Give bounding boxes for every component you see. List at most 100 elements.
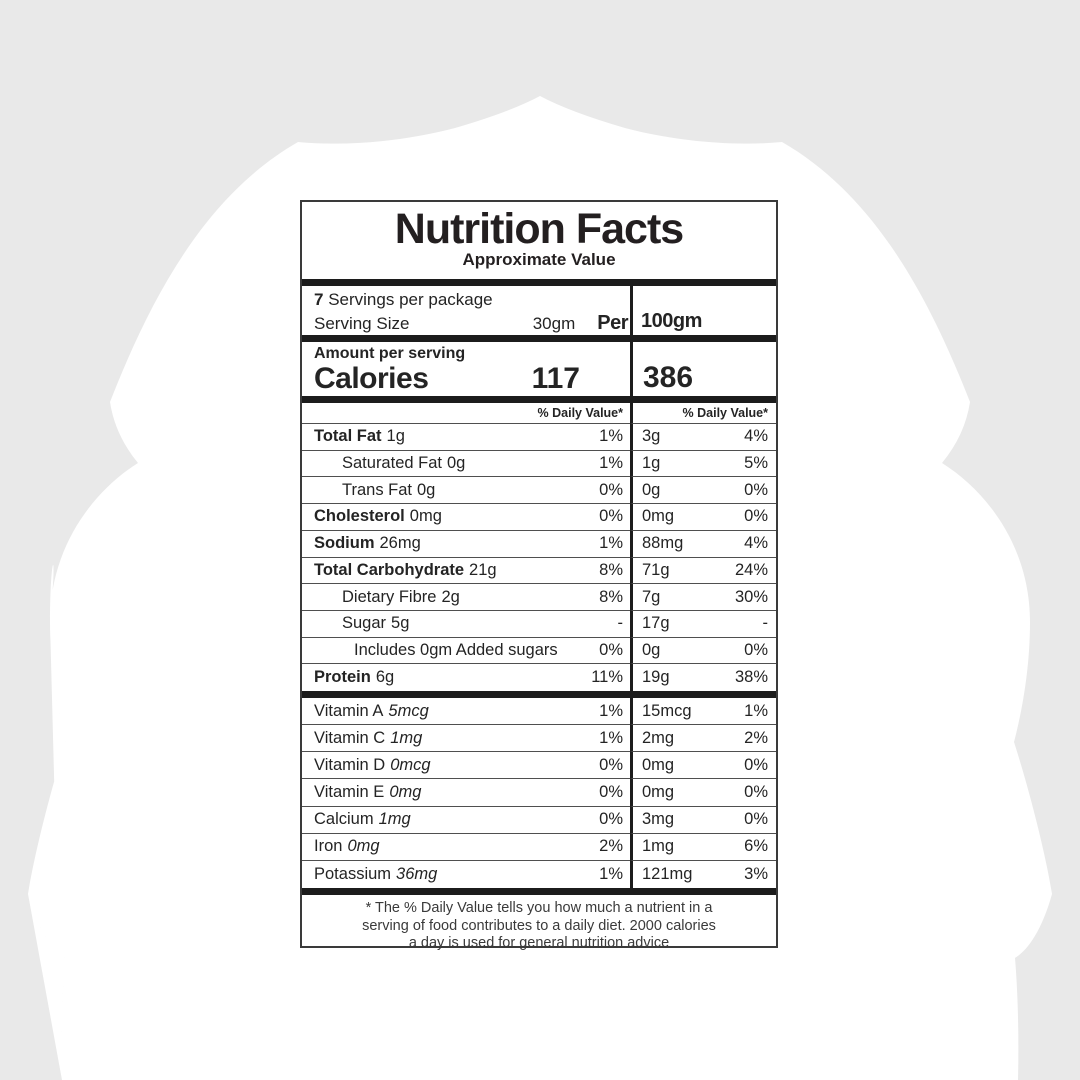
daily-value-100g: 5% xyxy=(744,454,768,473)
daily-value-100g: 0% xyxy=(744,480,768,499)
nutrient-row-right: 88mg 4% xyxy=(630,530,776,558)
nutrient-row-right: 3g 4% xyxy=(630,424,776,451)
daily-value-serving: - xyxy=(617,614,624,633)
serving-section-left: 7 Servings per package Serving Size 30gm… xyxy=(302,286,630,335)
nutrient-row: Trans Fat 0g 0% 0g 0% xyxy=(302,477,776,505)
nutrient-row-right: 0mg 0% xyxy=(630,779,776,807)
nutrient-amount: 1g xyxy=(386,427,405,446)
daily-value-serving: 0% xyxy=(599,755,623,774)
daily-value-header-right: % Daily Value* xyxy=(630,403,776,424)
nutrient-row-right: 7g 30% xyxy=(630,584,776,611)
nutrient-row-right: 3mg 0% xyxy=(630,806,776,834)
thick-divider-bar xyxy=(302,888,776,895)
nutrient-name: Vitamin E xyxy=(314,782,385,801)
daily-value-serving: 0% xyxy=(599,480,623,499)
thick-divider-bar xyxy=(302,691,776,698)
daily-value-serving: 8% xyxy=(599,560,623,579)
nutrient-row-left: Protein 6g 11% xyxy=(302,664,630,691)
nutrient-amount: 5g xyxy=(391,614,410,633)
daily-value-100g: 6% xyxy=(744,837,768,856)
daily-value-serving: 1% xyxy=(599,454,623,473)
amount-per-100g: 19g xyxy=(642,668,670,687)
servings-per-package: 7 Servings per package xyxy=(314,290,628,310)
amount-per-100g: 2mg xyxy=(642,728,675,747)
nutrient-row-right: 17g - xyxy=(630,610,776,638)
daily-value-header-row: % Daily Value* % Daily Value* xyxy=(302,403,776,424)
nutrient-row-left: Potassium 36mg 1% xyxy=(302,861,630,888)
nutrient-row-right: 121mg 3% xyxy=(630,860,776,888)
nutrient-row: Cholesterol 0mg 0% 0mg 0% xyxy=(302,504,776,531)
nutrient-row: Dietary Fibre 2g 8% 7g 30% xyxy=(302,584,776,611)
nutrient-row: Total Fat 1g 1% 3g 4% xyxy=(302,424,776,451)
serving-section: 7 Servings per package Serving Size 30gm… xyxy=(302,286,776,335)
nutrient-row: Vitamin D 0mcg 0% 0mg 0% xyxy=(302,752,776,780)
nutrient-amount: 0mg xyxy=(347,837,380,856)
daily-value-100g: 0% xyxy=(744,640,768,659)
nutrition-facts-label: Nutrition Facts Approximate Value 7 Serv… xyxy=(300,200,778,951)
nutrient-name: Vitamin D xyxy=(314,755,386,774)
nutrient-row-left: Trans Fat 0g 0% xyxy=(302,477,630,505)
nutrient-row-left: Dietary Fibre 2g 8% xyxy=(302,584,630,611)
daily-value-100g: 4% xyxy=(744,534,768,553)
daily-value-100g: - xyxy=(762,614,769,633)
daily-value-serving: 0% xyxy=(599,782,623,801)
amount-per-100g: 88mg xyxy=(642,534,684,553)
nutrient-row-left: Total Carbohydrate 21g 8% xyxy=(302,558,630,585)
nutrient-amount: 21g xyxy=(469,560,497,579)
daily-value-serving: 11% xyxy=(591,668,623,687)
amount-per-100g: 121mg xyxy=(642,864,693,883)
nutrient-name: Vitamin C xyxy=(314,728,386,747)
nutrient-row-right: 1g 5% xyxy=(630,450,776,478)
nutrient-row: Total Carbohydrate 21g 8% 71g 24% xyxy=(302,557,776,585)
daily-value-serving: 1% xyxy=(599,728,623,747)
daily-value-100g: 30% xyxy=(734,587,768,606)
serving-section-right: 100gm xyxy=(630,286,776,335)
daily-value-serving: 1% xyxy=(599,864,623,883)
daily-value-100g: 0% xyxy=(744,755,768,774)
nutrient-amount: 0mcg xyxy=(390,755,431,774)
amount-per-100g: 0g xyxy=(642,480,661,499)
nutrient-row: Sodium 26mg 1% 88mg 4% xyxy=(302,530,776,558)
nutrient-row: Protein 6g 11% 19g 38% xyxy=(302,664,776,692)
nutrient-name: Dietary Fibre xyxy=(342,587,437,606)
nutrient-name: Total Carbohydrate xyxy=(314,560,465,579)
nutrient-amount: 1mg xyxy=(378,810,411,829)
daily-value-serving: 0% xyxy=(599,507,623,526)
daily-value-header-left: % Daily Value* xyxy=(302,403,630,424)
footnote: * The % Daily Value tells you how much a… xyxy=(302,895,776,953)
per-100g-header: 100gm xyxy=(641,310,702,332)
daily-value-100g: 0% xyxy=(744,507,768,526)
nutrient-amount: 26mg xyxy=(379,534,421,553)
nutrient-row-right: 2mg 2% xyxy=(630,725,776,753)
nutrient-name: Vitamin A xyxy=(314,701,384,720)
nutrient-row-right: 71g 24% xyxy=(630,557,776,585)
daily-value-serving: 8% xyxy=(599,587,623,606)
amount-per-100g: 1mg xyxy=(642,837,675,856)
daily-value-serving: 1% xyxy=(599,534,623,553)
nutrient-name: Sugar xyxy=(342,614,387,633)
nutrient-name: Saturated Fat xyxy=(342,454,442,473)
nutrient-row-left: Total Fat 1g 1% xyxy=(302,424,630,451)
nutrient-row: Vitamin A 5mcg 1% 15mcg 1% xyxy=(302,698,776,726)
daily-value-serving: 1% xyxy=(599,701,623,720)
nutrient-row-right: 0mg 0% xyxy=(630,504,776,531)
calories-section-left: Amount per serving Calories 117 xyxy=(302,342,630,396)
daily-value-serving: 0% xyxy=(599,640,623,659)
amount-per-100g: 0g xyxy=(642,640,661,659)
servings-text: Servings per package xyxy=(328,290,493,309)
daily-value-serving: 2% xyxy=(599,837,623,856)
nutrient-name: Cholesterol xyxy=(314,507,405,526)
nutrient-row-left: Vitamin C 1mg 1% xyxy=(302,725,630,753)
calories-row: Calories 117 xyxy=(314,363,630,395)
nutrient-rows-main: Total Fat 1g 1% 3g 4% Saturated Fat 0g 1% 1g 5% Tr… xyxy=(302,424,776,692)
amount-per-100g: 7g xyxy=(642,587,661,606)
daily-value-serving: 1% xyxy=(599,427,623,446)
nutrient-row-left: Iron 0mg 2% xyxy=(302,834,630,861)
nutrient-row-left: Sugar 5g - xyxy=(302,611,630,638)
calories-section-right: 386 xyxy=(630,342,776,396)
daily-value-100g: 0% xyxy=(744,782,768,801)
daily-value-serving: 0% xyxy=(599,810,623,829)
servings-count: 7 xyxy=(314,290,324,309)
label-title: Nutrition Facts xyxy=(394,205,684,253)
